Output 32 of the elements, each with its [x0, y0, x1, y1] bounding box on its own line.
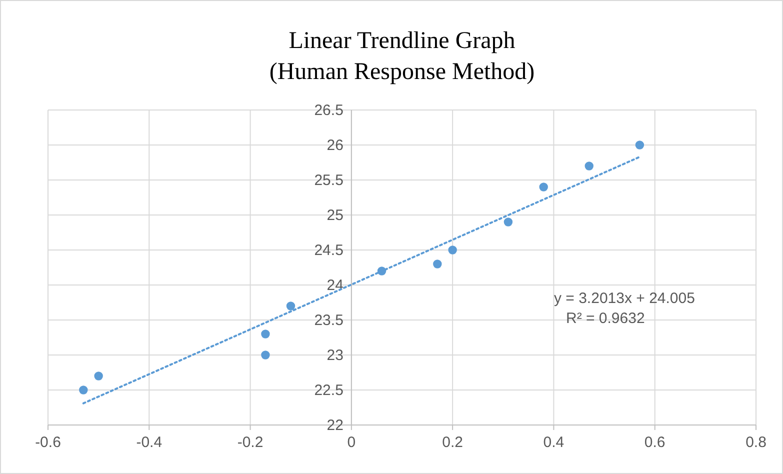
- y-tick-label: 25.5: [314, 172, 344, 189]
- point: [261, 330, 270, 338]
- point: [539, 182, 548, 192]
- x-tick-label: 0.8: [746, 434, 766, 451]
- point: [433, 260, 442, 268]
- x-tick-label: -0.2: [237, 434, 264, 451]
- point: [448, 246, 457, 254]
- y-tick-label: 23.5: [314, 312, 344, 329]
- annotation: y = 3.2013x + 24.005: [554, 290, 695, 307]
- x-tick-label: 0.2: [442, 434, 463, 451]
- y-tick-label: 26: [326, 137, 344, 154]
- x-tick-label: 0.6: [644, 434, 666, 451]
- chart-title: Linear Trendline Graph (Human Response Method): [269, 28, 535, 85]
- y-tick-label: 22.5: [314, 382, 344, 399]
- y-tick-label: 25: [326, 207, 344, 224]
- x-tick-label: 0.4: [543, 434, 564, 451]
- point: [635, 140, 644, 150]
- point: [261, 350, 270, 360]
- y-tick-label: 23: [326, 347, 344, 364]
- x-tick-label: -0.6: [35, 434, 61, 451]
- x-tick-label: 0: [347, 434, 356, 451]
- y-tick-label: 26.5: [314, 102, 344, 119]
- point: [79, 386, 88, 394]
- point: [94, 372, 103, 380]
- x-tick-label: -0.4: [136, 434, 162, 451]
- y-tick-label: 22: [326, 417, 344, 434]
- y-tick-label: 24.5: [314, 242, 344, 259]
- point: [504, 218, 513, 226]
- point: [286, 302, 296, 310]
- point: [584, 162, 594, 170]
- annotation: R² = 0.9632: [566, 310, 645, 327]
- y-tick-label: 24: [326, 277, 344, 294]
